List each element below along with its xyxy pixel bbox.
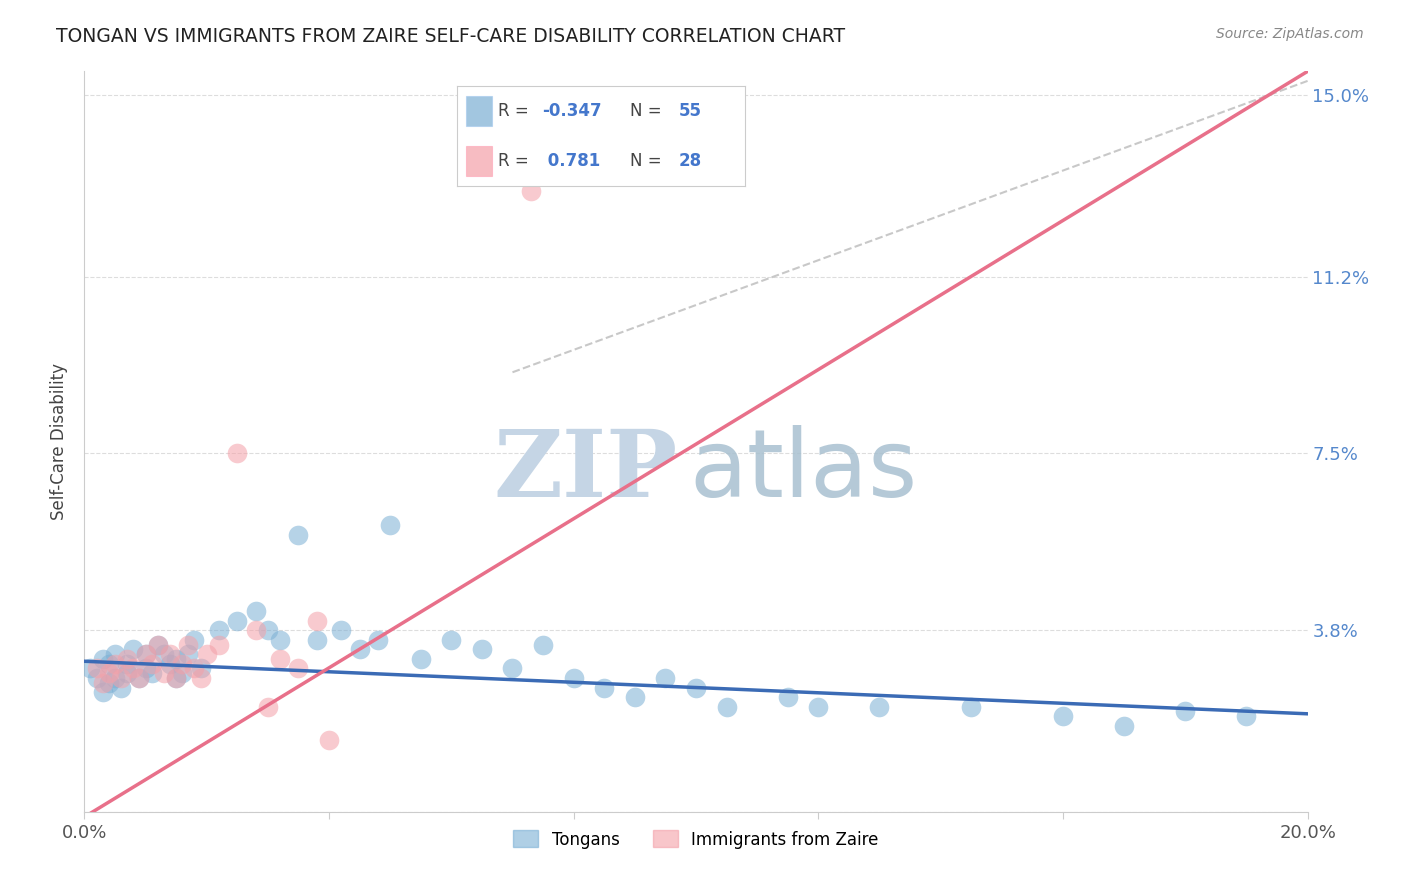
Point [97,675,120,690]
Legend: Tongans, Immigrants from Zaire: Tongans, Immigrants from Zaire [506,823,886,855]
Point [165,671,187,685]
Point [593,681,616,695]
Point [91,652,114,666]
Point [110,671,132,685]
Point [172,666,194,681]
Point [177,647,200,661]
Point [502,661,524,675]
Point [115,657,138,671]
Point [776,690,799,704]
Point [146,638,169,652]
Point [531,638,554,652]
Point [115,666,138,681]
Point [287,661,309,675]
Text: TONGAN VS IMMIGRANTS FROM ZAIRE SELF-CARE DISABILITY CORRELATION CHART: TONGAN VS IMMIGRANTS FROM ZAIRE SELF-CAR… [56,27,845,45]
Point [226,446,249,460]
Point [1174,705,1197,719]
Point [869,699,891,714]
Point [257,699,280,714]
Point [165,671,187,685]
Point [409,652,432,666]
Point [245,604,267,618]
Point [122,642,145,657]
Point [269,632,291,647]
Point [807,699,830,714]
Point [318,733,340,747]
Point [115,652,138,666]
Point [172,657,194,671]
Point [97,666,120,681]
Point [305,614,328,628]
Point [86,661,108,675]
Point [135,661,157,675]
Point [91,675,114,690]
Point [146,638,169,652]
Point [177,638,200,652]
Point [97,657,120,671]
Point [330,624,353,638]
Point [91,685,114,699]
Point [159,657,181,671]
Point [104,657,127,671]
Point [141,657,163,671]
Point [624,690,647,704]
Point [716,699,738,714]
Point [208,624,231,638]
Point [104,647,127,661]
Point [128,671,150,685]
Point [257,624,280,638]
Text: atlas: atlas [690,425,918,517]
Point [380,518,402,533]
Point [122,661,145,675]
Point [104,671,127,685]
Point [440,632,463,647]
Point [562,671,585,685]
Point [367,632,389,647]
Point [183,661,205,675]
Point [1052,709,1074,723]
Point [141,666,163,681]
Point [86,671,108,685]
Point [190,671,212,685]
Point [245,624,267,638]
Point [165,652,187,666]
Point [287,527,309,541]
Text: Source: ZipAtlas.com: Source: ZipAtlas.com [1216,27,1364,41]
Point [226,614,249,628]
Y-axis label: Self-Care Disability: Self-Care Disability [51,363,69,520]
Point [153,647,176,661]
Point [135,647,157,661]
Point [208,638,231,652]
Point [960,699,983,714]
Point [305,632,328,647]
Point [1114,719,1136,733]
Point [135,647,157,661]
Point [520,184,543,198]
Point [190,661,212,675]
Point [110,681,132,695]
Point [195,647,218,661]
Point [159,647,181,661]
Point [471,642,494,657]
Point [183,632,205,647]
Point [269,652,291,666]
Point [349,642,371,657]
Point [79,661,101,675]
Point [1236,709,1258,723]
Text: ZIP: ZIP [494,426,678,516]
Point [128,671,150,685]
Point [654,671,676,685]
Point [685,681,707,695]
Point [153,666,176,681]
